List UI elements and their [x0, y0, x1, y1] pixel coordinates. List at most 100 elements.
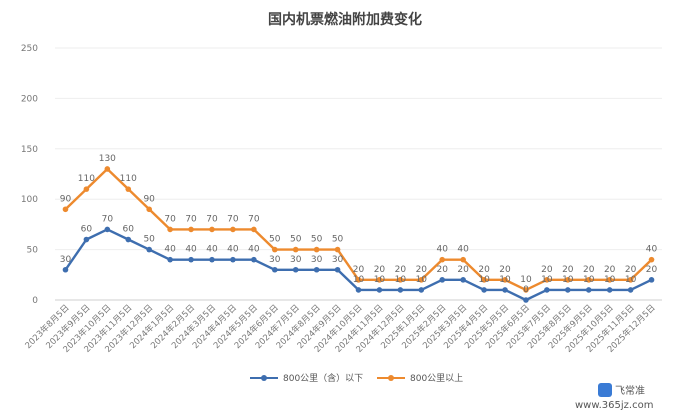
data-point [104, 166, 111, 172]
data-point [523, 297, 529, 303]
data-label: 20 [583, 265, 595, 275]
data-point [83, 236, 90, 243]
data-point [376, 277, 383, 283]
data-label: 30 [269, 255, 281, 265]
data-label: 40 [227, 245, 239, 255]
data-label: 10 [520, 275, 532, 285]
chart-title: 国内机票燃油附加费变化 [268, 11, 422, 28]
y-tick-label: 200 [21, 94, 38, 104]
data-point [209, 226, 215, 233]
data-point [62, 206, 69, 213]
data-point [627, 277, 634, 283]
legend: 800公里（含）以下 800公里以上 [250, 372, 463, 384]
data-label: 20 [374, 265, 386, 275]
data-label: 30 [60, 255, 72, 265]
data-point [209, 256, 215, 263]
data-point [125, 186, 132, 192]
data-label: 10 [416, 275, 428, 285]
data-label: 10 [353, 275, 365, 285]
gridlines [55, 47, 662, 301]
watermark-url: www.365jz.com [575, 400, 653, 411]
data-label: 40 [248, 245, 260, 255]
data-label: 20 [436, 265, 448, 275]
data-label: 70 [164, 214, 176, 224]
data-point [251, 226, 257, 233]
data-label: 10 [604, 275, 616, 285]
data-label: 50 [143, 235, 155, 245]
data-point [271, 246, 278, 253]
data-point [418, 277, 425, 283]
data-label: 70 [248, 214, 260, 224]
watermark: 飞常准 www.365jz.com [575, 383, 653, 411]
data-point [648, 256, 655, 263]
data-point [83, 186, 90, 192]
x-axis-ticks: 2023年8月5日2023年9月5日2023年10月5日2023年11月5日20… [23, 302, 658, 355]
data-label: 20 [541, 265, 553, 275]
y-tick-label: 150 [21, 145, 38, 155]
data-point [481, 277, 487, 283]
data-label: 10 [499, 275, 511, 285]
data-point [125, 236, 132, 243]
data-point [334, 266, 341, 273]
data-point [544, 287, 550, 293]
data-point [397, 277, 404, 283]
data-point [230, 226, 236, 233]
data-point [292, 246, 299, 253]
data-point [251, 256, 257, 263]
y-tick-label: 250 [21, 44, 38, 54]
legend-label-series-2: 800公里以上 [410, 373, 463, 384]
data-point [146, 206, 152, 213]
data-point [418, 287, 425, 293]
data-label: 20 [416, 265, 428, 275]
data-label: 50 [311, 235, 323, 245]
data-point [313, 246, 320, 253]
data-label: 50 [332, 235, 344, 245]
data-point [606, 277, 613, 283]
data-label: 70 [185, 214, 197, 224]
watermark-logo-icon [598, 383, 612, 397]
data-label: 60 [123, 225, 135, 235]
data-point [146, 246, 152, 253]
data-label: 10 [625, 275, 637, 285]
data-label: 20 [499, 265, 511, 275]
data-label: 40 [436, 245, 448, 255]
data-label: 70 [102, 214, 114, 224]
data-point [460, 256, 466, 263]
legend-label-series-1: 800公里（含）以下 [283, 372, 363, 384]
data-label: 20 [646, 265, 658, 275]
watermark-logo-text: 飞常准 [615, 384, 645, 397]
data-label: 20 [478, 265, 490, 275]
legend-marker-series-2 [388, 375, 394, 381]
data-label: 90 [143, 194, 155, 204]
data-point [627, 287, 634, 293]
data-label: 40 [164, 245, 176, 255]
data-label: 50 [290, 235, 302, 245]
data-label: 10 [583, 275, 595, 285]
data-point [292, 266, 299, 273]
y-axis-ticks: 0 50 100 150 200 250 [21, 44, 38, 306]
data-point [544, 277, 550, 283]
data-point [523, 287, 529, 293]
data-point [188, 226, 194, 233]
data-label: 10 [562, 275, 574, 285]
data-label: 40 [206, 245, 218, 255]
data-point [376, 287, 383, 293]
data-point [334, 246, 341, 253]
y-tick-label: 0 [32, 296, 38, 306]
data-label: 40 [646, 245, 658, 255]
data-point [104, 226, 111, 233]
data-point [585, 287, 592, 293]
data-point [502, 287, 508, 293]
data-point [167, 256, 173, 263]
data-point [565, 287, 571, 293]
data-label: 70 [227, 214, 239, 224]
data-label: 10 [374, 275, 386, 285]
data-label: 30 [290, 255, 302, 265]
data-label: 50 [269, 235, 281, 245]
data-point [167, 226, 173, 233]
data-label: 30 [311, 255, 323, 265]
data-label: 10 [478, 275, 490, 285]
data-label: 130 [99, 154, 116, 164]
data-label: 20 [625, 265, 637, 275]
